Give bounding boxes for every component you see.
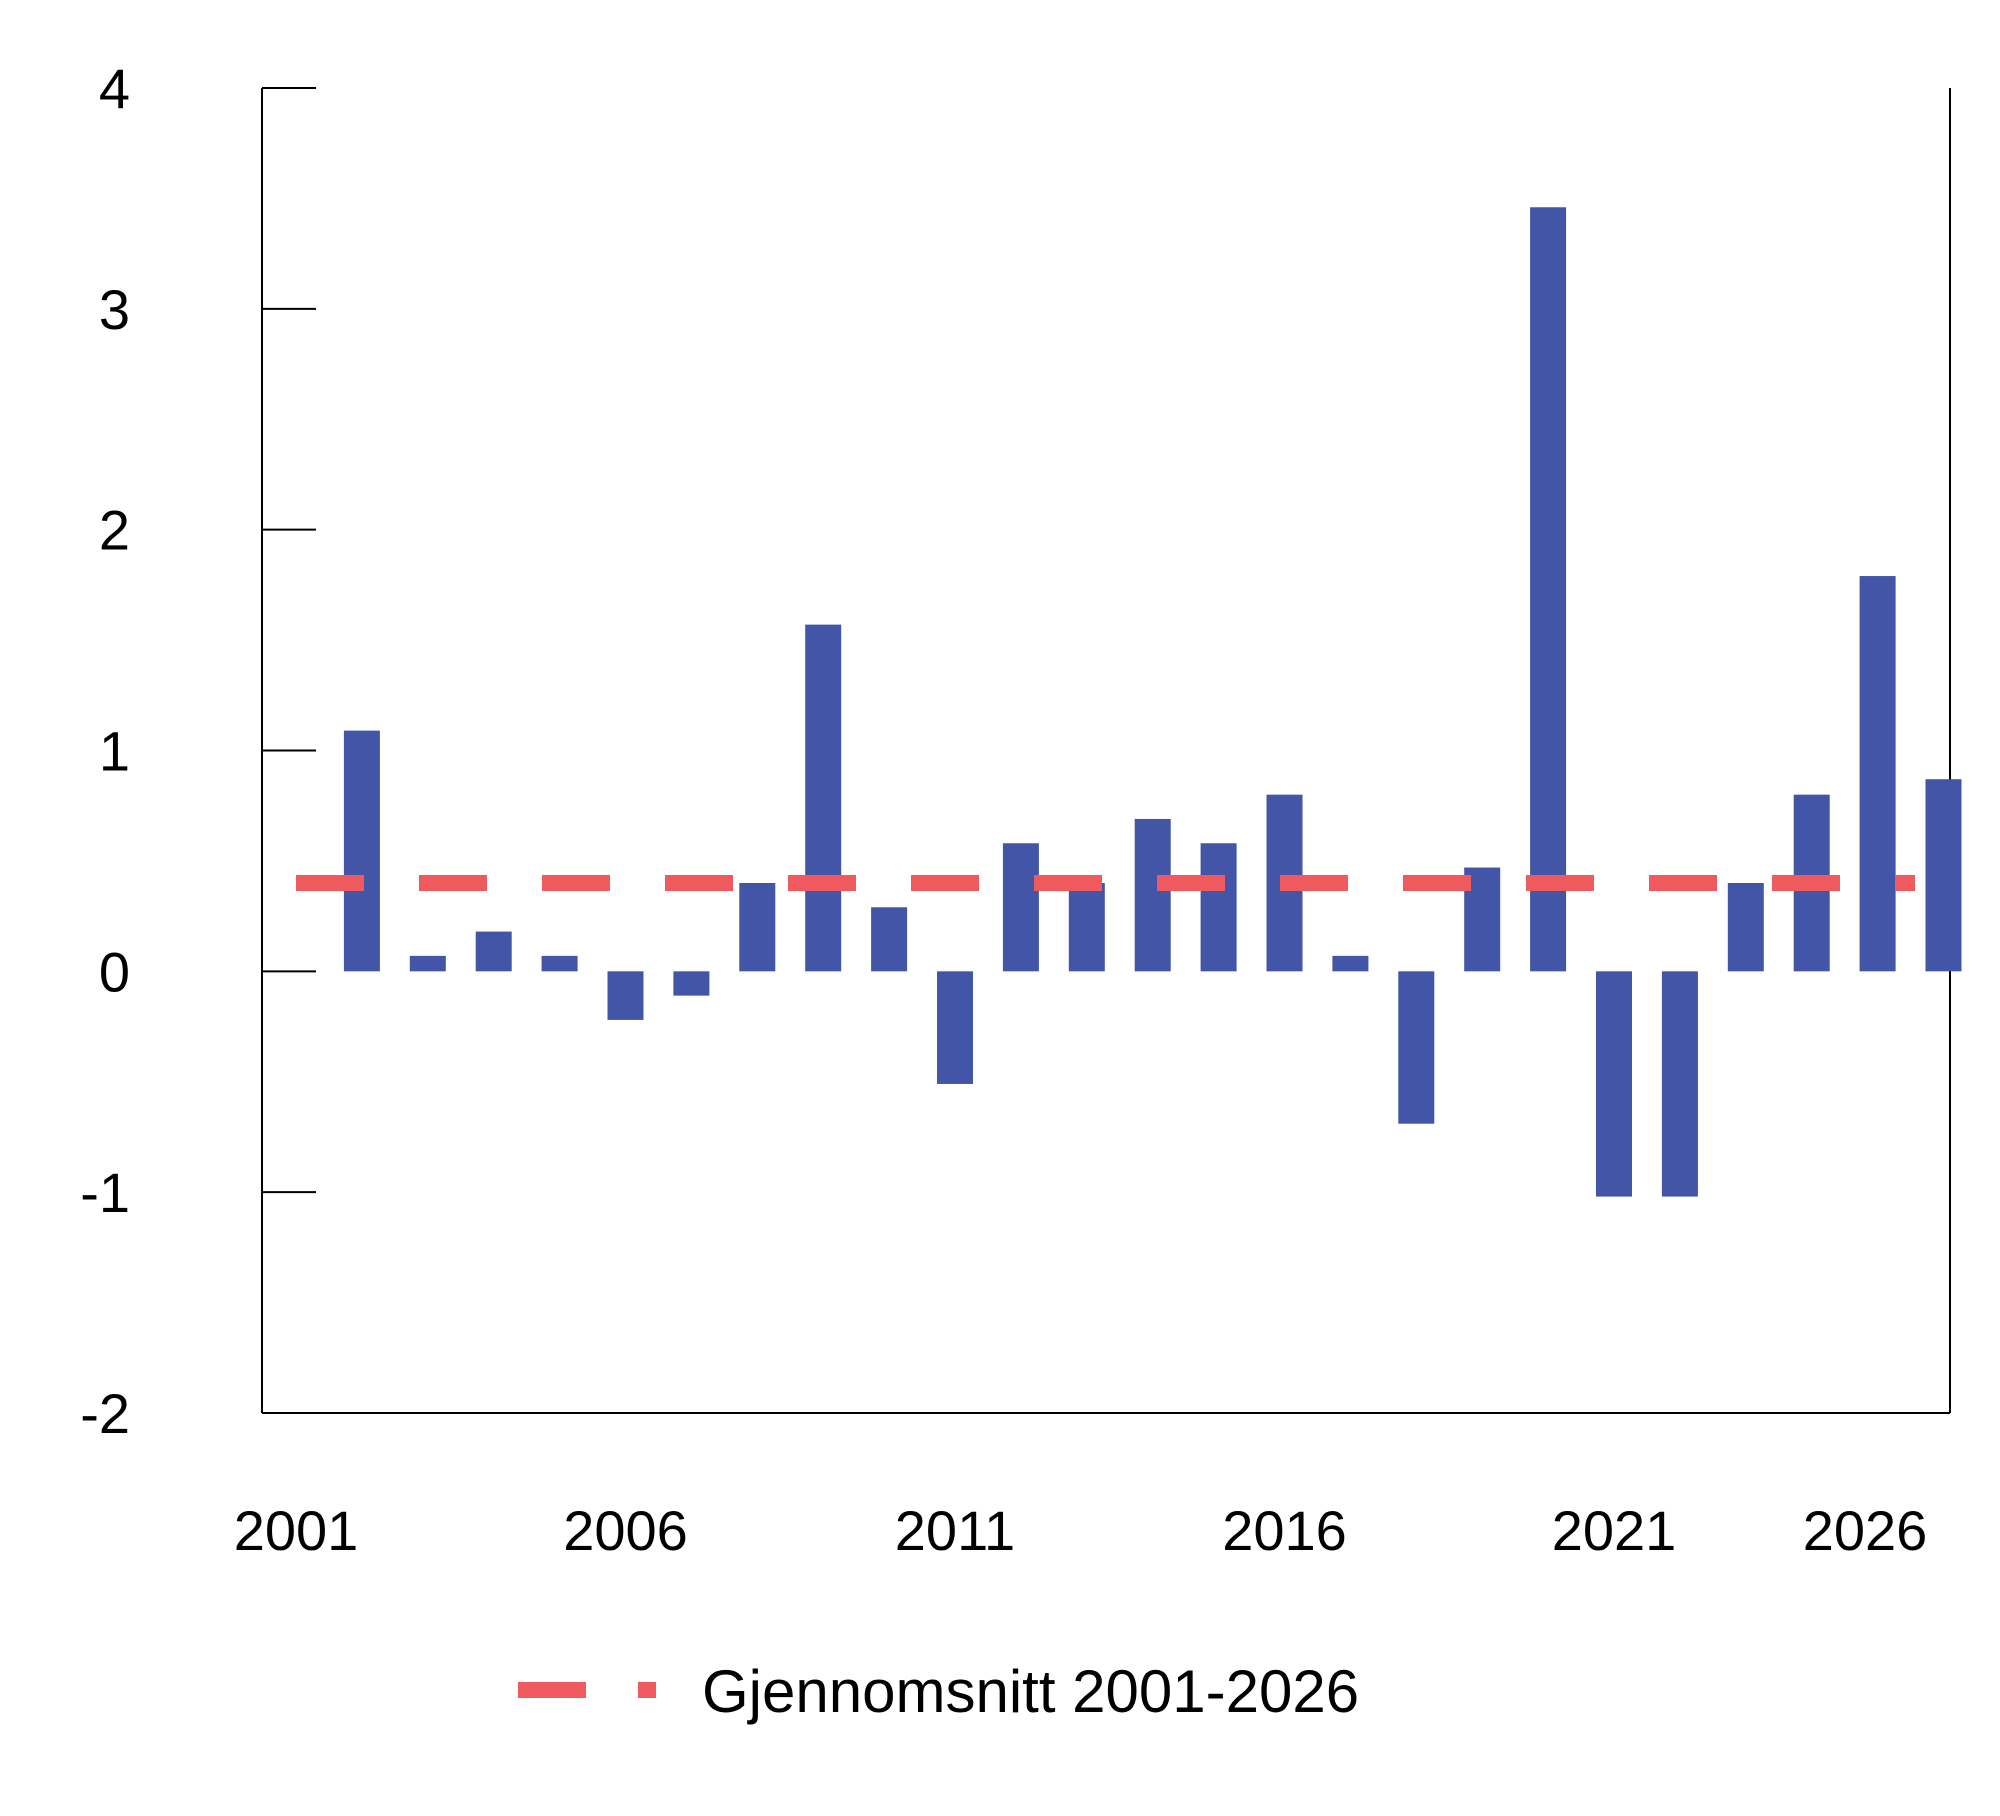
bar (343, 730, 380, 972)
y-tick-label: -1 (80, 1161, 130, 1224)
bar (1002, 843, 1039, 972)
legend-label: Gjennomsnitt 2001-2026 (702, 1658, 1359, 1725)
x-tick-label: 2021 (1552, 1499, 1677, 1562)
y-tick-label: 0 (99, 940, 130, 1003)
bar (1661, 971, 1698, 1197)
bar (673, 971, 710, 996)
bar (805, 624, 842, 972)
bar (871, 907, 908, 972)
bar (1134, 818, 1171, 972)
y-tick-label: -2 (80, 1382, 130, 1445)
bar (1925, 779, 1962, 972)
x-tick-label: 2026 (1803, 1499, 1928, 1562)
plot-area (261, 88, 1951, 1414)
bar (739, 883, 776, 972)
bar (409, 955, 446, 972)
y-ticks: -2 -1 0 1 2 3 4 (80, 57, 316, 1445)
x-tick-label: 2011 (895, 1499, 1015, 1562)
x-tick-label: 2001 (234, 1499, 359, 1562)
y-tick-label: 4 (99, 57, 130, 120)
bar (1398, 971, 1435, 1124)
legend: Gjennomsnitt 2001-2026 (518, 1658, 1359, 1725)
x-tick-label: 2006 (563, 1499, 688, 1562)
bar (1200, 843, 1237, 972)
y-tick-label: 3 (99, 278, 130, 341)
bar (541, 955, 578, 972)
bar (1727, 883, 1764, 972)
bar (937, 971, 973, 1084)
bar (1859, 576, 1896, 972)
bar (1596, 971, 1632, 1197)
bar (1068, 883, 1105, 972)
y-tick-label: 2 (99, 499, 130, 562)
x-tick-label: 2016 (1222, 1499, 1347, 1562)
bar (1530, 207, 1567, 972)
bar (607, 971, 644, 1020)
bar (475, 931, 512, 972)
bar (1332, 955, 1369, 972)
x-ticks: 2001 2006 2011 2016 2021 2026 (234, 1499, 1928, 1562)
y-tick-label: 1 (99, 720, 130, 783)
bars (343, 207, 1962, 1197)
